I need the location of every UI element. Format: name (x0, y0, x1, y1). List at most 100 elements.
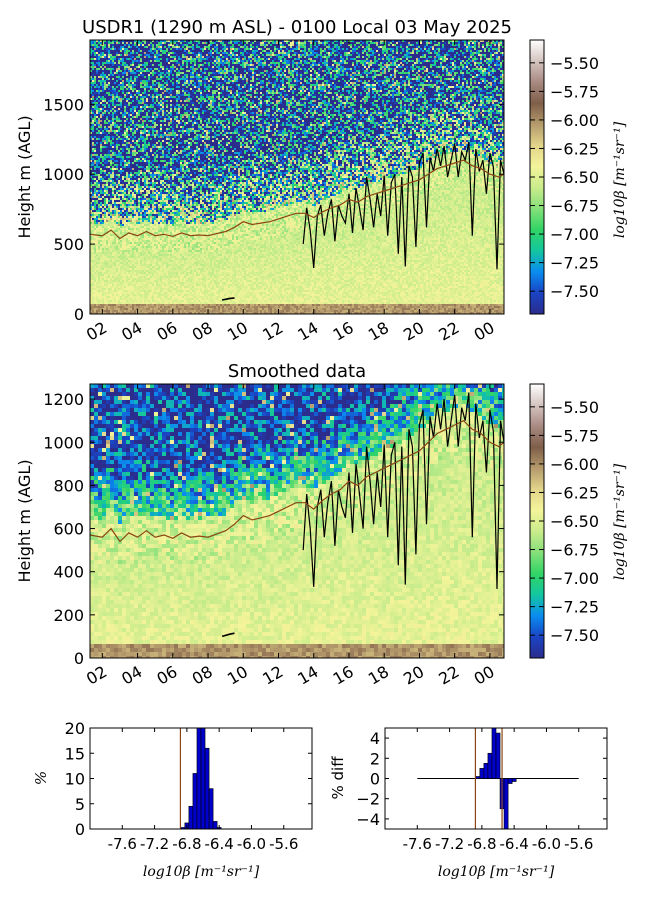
heatmap-cell (120, 98, 122, 100)
heatmap-cell (92, 48, 94, 50)
heatmap-cell (98, 242, 100, 244)
heatmap-cell (128, 144, 130, 146)
heatmap-cell (116, 58, 118, 60)
heatmap-cell (96, 58, 98, 60)
heatmap-cell (106, 116, 108, 118)
heatmap-cell (92, 146, 94, 148)
heatmap-cell (120, 126, 122, 128)
heatmap-cell (138, 162, 140, 164)
heatmap-cell (102, 244, 104, 246)
heatmap-cell (120, 174, 122, 176)
heatmap-cell (104, 270, 106, 272)
heatmap-cell (128, 52, 130, 54)
heatmap-cell (134, 308, 136, 310)
heatmap-cell (126, 248, 128, 250)
heatmap-cell (120, 178, 122, 180)
heatmap-cell (94, 170, 96, 172)
heatmap-cell (142, 146, 144, 148)
heatmap-cell (110, 156, 112, 158)
heatmap-cell (92, 114, 94, 116)
heatmap-cell (152, 214, 154, 216)
heatmap-cell (120, 116, 122, 118)
heatmap-cell (152, 88, 154, 90)
heatmap-cell (112, 180, 114, 182)
heatmap-cell (142, 274, 144, 276)
heatmap-cell (98, 262, 100, 264)
heatmap-cell (110, 104, 112, 106)
heatmap-cell (120, 70, 122, 72)
heatmap-cell (142, 278, 144, 280)
heatmap-cell (92, 258, 94, 260)
heatmap-cell (96, 100, 98, 102)
heatmap-cell (108, 222, 110, 224)
heatmap-cell (110, 272, 112, 274)
heatmap-cell (100, 72, 102, 74)
heatmap-cell (94, 188, 96, 190)
heatmap-cell (92, 66, 94, 68)
heatmap-cell (118, 150, 120, 152)
heatmap-cell (134, 272, 136, 274)
heatmap-cell (122, 240, 124, 242)
heatmap-cell (102, 250, 104, 252)
heatmap-cell (104, 294, 106, 296)
heatmap-cell (118, 112, 120, 114)
heatmap-cell (94, 248, 96, 250)
heatmap-cell (146, 72, 148, 74)
heatmap-cell (92, 74, 94, 76)
heatmap-cell (138, 60, 140, 62)
heatmap-cell (114, 180, 116, 182)
heatmap-cell (146, 166, 148, 168)
heatmap-cell (128, 300, 130, 302)
heatmap-cell (116, 172, 118, 174)
heatmap-cell (94, 194, 96, 196)
heatmap-cell (134, 180, 136, 182)
heatmap-cell (146, 214, 148, 216)
heatmap-cell (114, 138, 116, 140)
heatmap-cell (144, 88, 146, 90)
heatmap-cell (106, 56, 108, 58)
heatmap-cell (98, 288, 100, 290)
heatmap-cell (130, 154, 132, 156)
heatmap-cell (92, 128, 94, 130)
heatmap-cell (118, 286, 120, 288)
heatmap-cell (136, 280, 138, 282)
heatmap-cell (112, 228, 114, 230)
heatmap-cell (102, 132, 104, 134)
heatmap-cell (152, 94, 154, 96)
heatmap-cell (98, 212, 100, 214)
heatmap-cell (132, 42, 134, 44)
heatmap-cell (128, 310, 130, 312)
heatmap-cell (118, 136, 120, 138)
heatmap-cell (126, 218, 128, 220)
heatmap-cell (122, 134, 124, 136)
heatmap-cell (130, 132, 132, 134)
heatmap-cell (102, 70, 104, 72)
heatmap-cell (96, 148, 98, 150)
heatmap-cell (116, 66, 118, 68)
heatmap-cell (132, 236, 134, 238)
heatmap-cell (154, 84, 156, 86)
heatmap-cell (102, 210, 104, 212)
heatmap-cell (130, 156, 132, 158)
heatmap-cell (146, 102, 148, 104)
heatmap-cell (152, 86, 154, 88)
heatmap-cell (126, 44, 128, 46)
heatmap-cell (152, 102, 154, 104)
heatmap-cell (118, 188, 120, 190)
heatmap-cell (152, 250, 154, 252)
heatmap-cell (106, 68, 108, 70)
heatmap-cell (148, 60, 150, 62)
heatmap-cell (138, 268, 140, 270)
heatmap-cell (146, 258, 148, 260)
heatmap-cell (128, 70, 130, 72)
heatmap-cell (146, 174, 148, 176)
heatmap-cell (124, 196, 126, 198)
heatmap-cell (110, 192, 112, 194)
heatmap-cell (118, 290, 120, 292)
heatmap-cell (134, 292, 136, 294)
heatmap-cell (110, 176, 112, 178)
heatmap-cell (94, 68, 96, 70)
heatmap-cell (144, 310, 146, 312)
heatmap-cell (120, 94, 122, 96)
heatmap-cell (118, 54, 120, 56)
